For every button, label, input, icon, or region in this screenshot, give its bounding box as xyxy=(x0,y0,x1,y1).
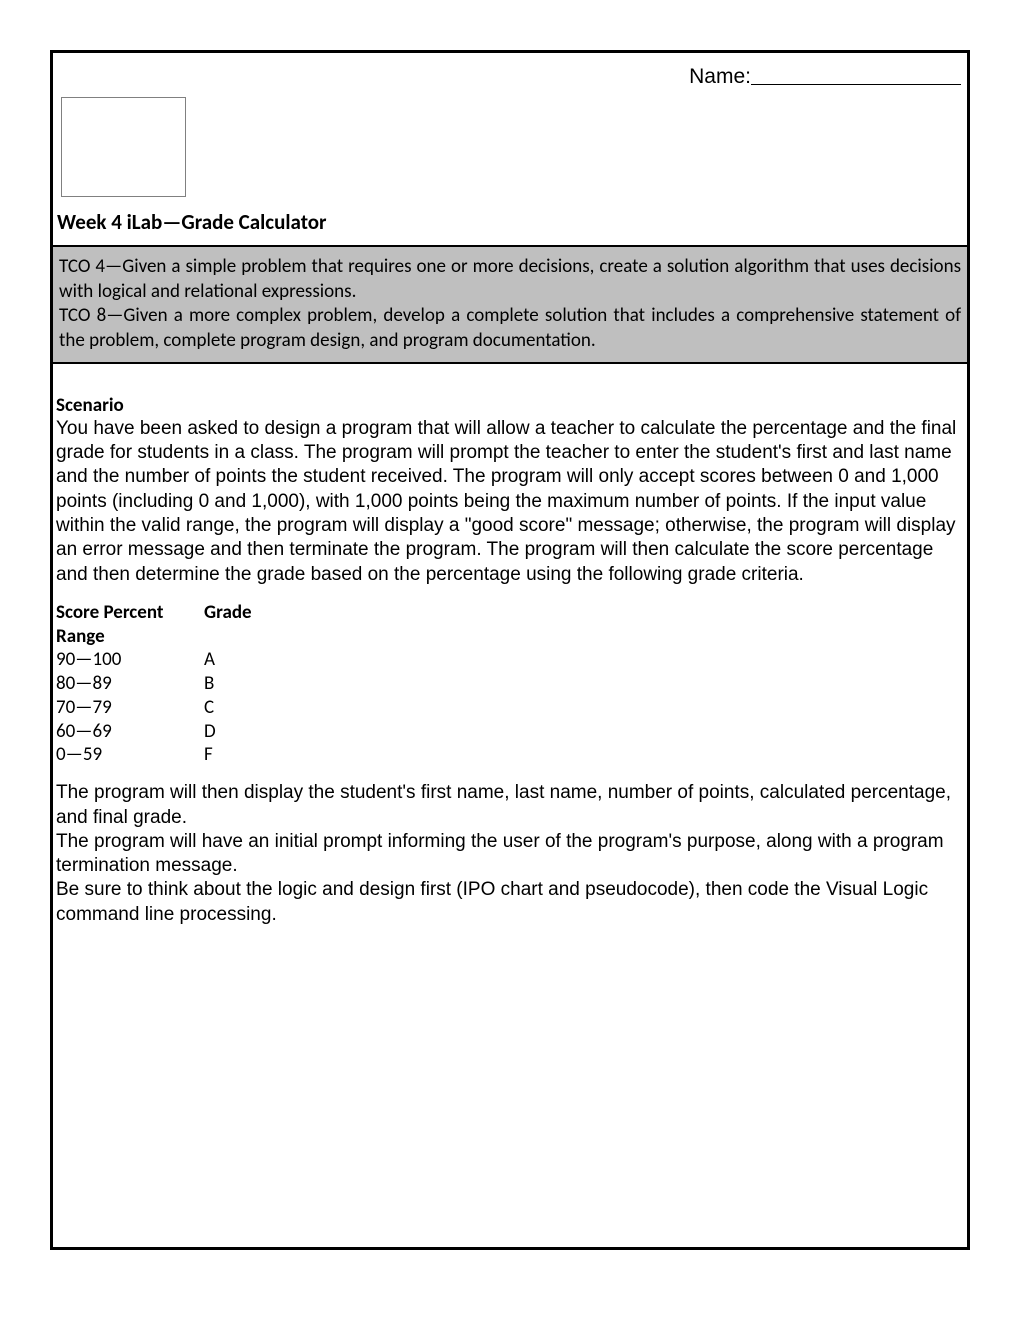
grade-row: 0—59F xyxy=(56,743,967,767)
grade-range: 80—89 xyxy=(56,672,204,696)
grade-letter: C xyxy=(204,696,214,720)
tco-line-1: TCO 4—Given a simple problem that requir… xyxy=(59,255,961,304)
grade-row: 70—79C xyxy=(56,696,967,720)
grade-table-header-b: Range xyxy=(56,625,967,649)
grade-range: 60—69 xyxy=(56,720,204,744)
grade-range: 90—100 xyxy=(56,648,204,672)
name-underline xyxy=(751,84,961,85)
grade-letter: D xyxy=(204,720,216,744)
grade-letter: F xyxy=(204,743,213,767)
grade-row: 80—89B xyxy=(56,672,967,696)
grade-range: 70—79 xyxy=(56,696,204,720)
closing-p1: The program will then display the studen… xyxy=(56,781,961,830)
page-frame: Name: Week 4 iLab—Grade Calculator TCO 4… xyxy=(50,50,970,1250)
grade-row: 90—100A xyxy=(56,648,967,672)
scenario-heading: Scenario xyxy=(53,364,967,417)
grade-letter: A xyxy=(204,648,215,672)
grade-table-col1-header-b: Range xyxy=(56,625,204,649)
document-title: Week 4 iLab—Grade Calculator xyxy=(53,205,967,245)
closing-p2: The program will have an initial prompt … xyxy=(56,830,961,879)
tco-box: TCO 4—Given a simple problem that requir… xyxy=(53,245,967,364)
grade-row: 60—69D xyxy=(56,720,967,744)
grade-table-col2-header: Grade xyxy=(204,601,252,625)
grade-range: 0—59 xyxy=(56,743,204,767)
closing-text: The program will then display the studen… xyxy=(53,767,967,927)
scenario-body: You have been asked to design a program … xyxy=(53,417,967,587)
tco-line-2: TCO 8—Given a more complex problem, deve… xyxy=(59,304,961,353)
image-placeholder xyxy=(61,97,186,197)
name-line: Name: xyxy=(53,53,967,89)
name-label: Name: xyxy=(689,65,751,88)
grade-table: Score PercentGrade Range 90—100A 80—89B … xyxy=(53,587,967,767)
closing-p3: Be sure to think about the logic and des… xyxy=(56,878,961,927)
grade-table-col1-header-a: Score Percent xyxy=(56,601,204,625)
grade-table-header: Score PercentGrade xyxy=(56,601,967,625)
grade-letter: B xyxy=(204,672,214,696)
